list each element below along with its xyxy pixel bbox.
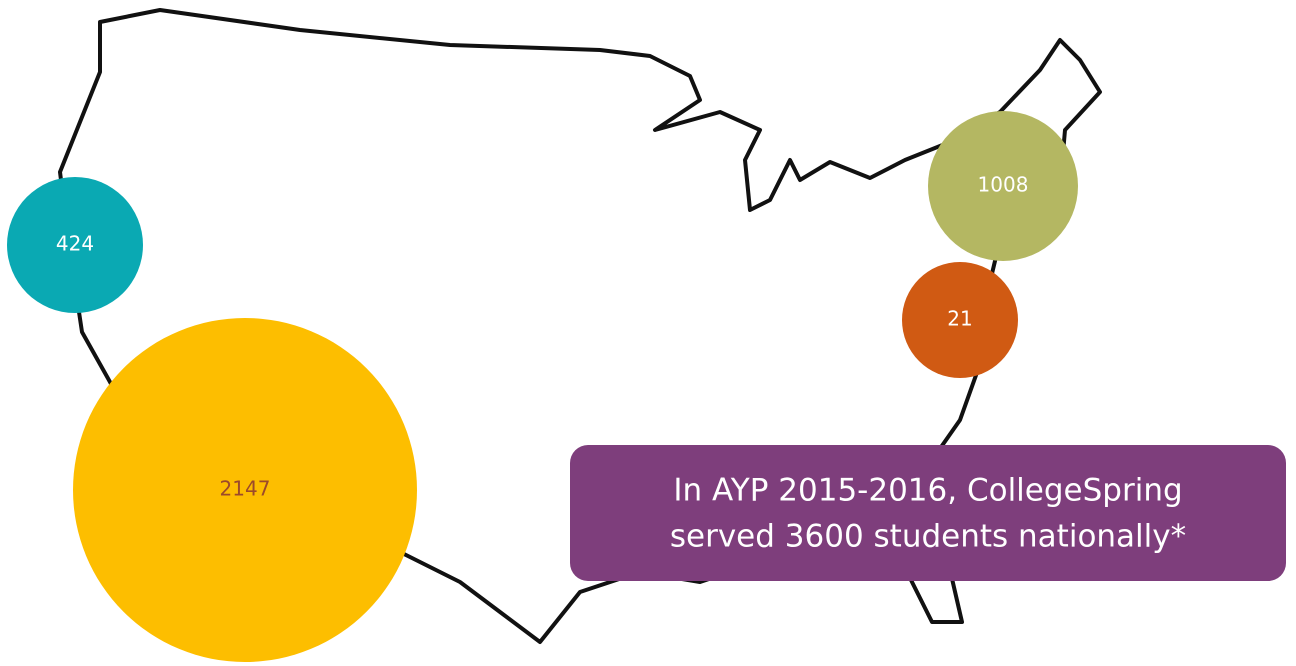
bubble-label: 1008	[978, 173, 1029, 197]
bubble	[7, 177, 143, 313]
bubble	[928, 111, 1078, 261]
bubbles: 424 2147 1008 21	[7, 111, 1078, 662]
callout: In AYP 2015-2016, CollegeSpring served 3…	[570, 445, 1286, 581]
bubble-label: 424	[56, 232, 94, 256]
callout-line: served 3600 students nationally*	[670, 519, 1186, 555]
callout-line: In AYP 2015-2016, CollegeSpring	[673, 473, 1182, 509]
callout-box	[570, 445, 1286, 581]
bubble	[73, 318, 417, 662]
bubble-label: 2147	[220, 477, 271, 501]
bubble	[902, 262, 1018, 378]
bubble-label: 21	[947, 307, 972, 331]
